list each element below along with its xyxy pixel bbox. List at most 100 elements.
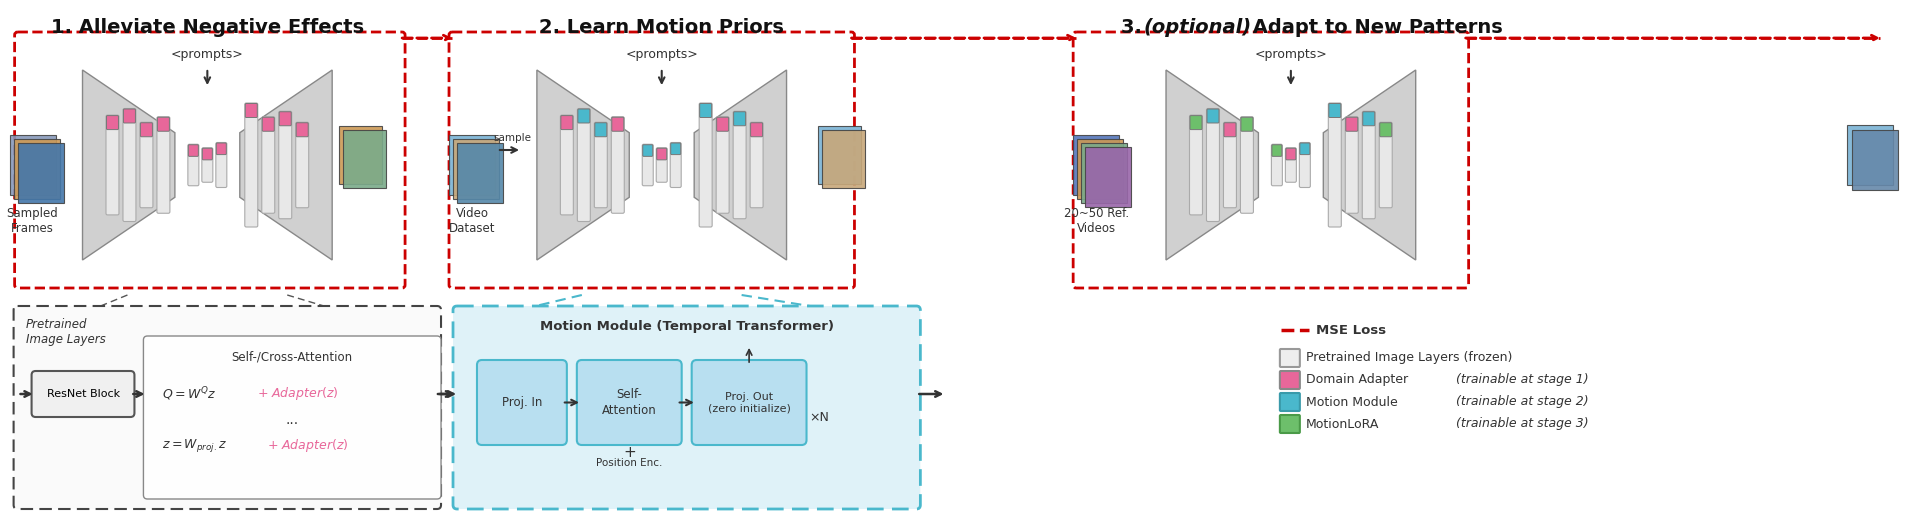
FancyBboxPatch shape xyxy=(643,145,653,157)
FancyBboxPatch shape xyxy=(244,103,257,227)
Text: Self-/Cross-Attention: Self-/Cross-Attention xyxy=(232,350,353,363)
FancyBboxPatch shape xyxy=(296,122,309,208)
FancyBboxPatch shape xyxy=(595,122,607,208)
Text: MSE Loss: MSE Loss xyxy=(1315,324,1386,337)
FancyBboxPatch shape xyxy=(611,117,624,213)
FancyBboxPatch shape xyxy=(1281,349,1300,367)
FancyBboxPatch shape xyxy=(1329,103,1342,227)
FancyBboxPatch shape xyxy=(338,126,382,184)
FancyBboxPatch shape xyxy=(1081,143,1127,203)
FancyBboxPatch shape xyxy=(1281,415,1300,433)
FancyBboxPatch shape xyxy=(453,306,920,509)
Text: sample: sample xyxy=(493,133,532,143)
Text: Self-
Attention: Self- Attention xyxy=(601,388,657,416)
Text: MotionLoRA: MotionLoRA xyxy=(1306,417,1379,431)
Text: <prompts>: <prompts> xyxy=(1254,48,1327,61)
FancyBboxPatch shape xyxy=(1223,122,1236,208)
FancyBboxPatch shape xyxy=(657,148,666,160)
FancyBboxPatch shape xyxy=(699,103,712,227)
FancyBboxPatch shape xyxy=(1300,142,1309,188)
FancyBboxPatch shape xyxy=(1240,117,1254,131)
Text: Video
Dataset: Video Dataset xyxy=(449,207,495,235)
Polygon shape xyxy=(538,70,630,260)
FancyBboxPatch shape xyxy=(751,123,762,136)
FancyBboxPatch shape xyxy=(188,144,200,186)
FancyBboxPatch shape xyxy=(733,111,747,219)
FancyBboxPatch shape xyxy=(643,144,653,186)
Text: <prompts>: <prompts> xyxy=(171,48,244,61)
FancyBboxPatch shape xyxy=(716,117,730,213)
Text: Sampled
Frames: Sampled Frames xyxy=(6,207,58,235)
Polygon shape xyxy=(695,70,787,260)
FancyBboxPatch shape xyxy=(296,123,309,136)
Polygon shape xyxy=(83,70,175,260)
FancyBboxPatch shape xyxy=(1190,115,1202,130)
FancyBboxPatch shape xyxy=(157,117,169,131)
Text: Pretrained
Image Layers: Pretrained Image Layers xyxy=(25,318,106,346)
FancyBboxPatch shape xyxy=(670,143,682,154)
Text: 3.: 3. xyxy=(1121,18,1148,37)
FancyBboxPatch shape xyxy=(263,117,275,131)
FancyBboxPatch shape xyxy=(733,112,745,126)
Text: Motion Module: Motion Module xyxy=(1306,395,1398,408)
FancyBboxPatch shape xyxy=(1380,123,1392,136)
FancyBboxPatch shape xyxy=(1223,123,1236,136)
FancyBboxPatch shape xyxy=(699,103,712,118)
FancyBboxPatch shape xyxy=(1363,112,1375,126)
Text: ×N: ×N xyxy=(810,411,829,424)
FancyBboxPatch shape xyxy=(1077,139,1123,199)
FancyBboxPatch shape xyxy=(106,115,119,215)
FancyBboxPatch shape xyxy=(246,103,257,118)
FancyBboxPatch shape xyxy=(595,123,607,136)
FancyBboxPatch shape xyxy=(202,148,213,182)
FancyBboxPatch shape xyxy=(1379,122,1392,208)
FancyBboxPatch shape xyxy=(476,360,566,445)
Text: (trainable at stage 1): (trainable at stage 1) xyxy=(1455,374,1588,386)
FancyBboxPatch shape xyxy=(576,360,682,445)
Text: (optional): (optional) xyxy=(1142,18,1252,37)
FancyBboxPatch shape xyxy=(10,135,56,195)
Polygon shape xyxy=(1165,70,1258,260)
FancyBboxPatch shape xyxy=(13,139,60,199)
FancyBboxPatch shape xyxy=(1281,393,1300,411)
Polygon shape xyxy=(1323,70,1415,260)
Text: $Q = W^Q z$: $Q = W^Q z$ xyxy=(163,385,217,403)
FancyBboxPatch shape xyxy=(561,115,574,215)
FancyBboxPatch shape xyxy=(188,145,198,157)
FancyBboxPatch shape xyxy=(106,115,119,130)
FancyBboxPatch shape xyxy=(1073,135,1119,195)
Polygon shape xyxy=(240,70,332,260)
FancyBboxPatch shape xyxy=(123,109,136,221)
FancyBboxPatch shape xyxy=(612,117,624,131)
FancyBboxPatch shape xyxy=(1286,148,1296,160)
Text: <prompts>: <prompts> xyxy=(626,48,699,61)
FancyBboxPatch shape xyxy=(1300,143,1309,154)
FancyBboxPatch shape xyxy=(1271,145,1283,157)
Text: Adapt to New Patterns: Adapt to New Patterns xyxy=(1246,18,1503,37)
Text: ...: ... xyxy=(286,413,300,427)
FancyBboxPatch shape xyxy=(716,117,728,131)
Text: $ + $ Adapter$(z)$: $ + $ Adapter$(z)$ xyxy=(257,385,338,402)
FancyBboxPatch shape xyxy=(1847,125,1893,185)
FancyBboxPatch shape xyxy=(215,142,227,188)
Text: Proj. Out
(zero initialize): Proj. Out (zero initialize) xyxy=(708,392,791,413)
FancyBboxPatch shape xyxy=(140,123,152,136)
FancyBboxPatch shape xyxy=(1346,117,1357,213)
FancyBboxPatch shape xyxy=(449,135,495,195)
FancyBboxPatch shape xyxy=(1284,148,1296,182)
FancyBboxPatch shape xyxy=(1271,144,1283,186)
FancyBboxPatch shape xyxy=(1346,117,1357,131)
FancyBboxPatch shape xyxy=(1208,109,1219,123)
FancyBboxPatch shape xyxy=(217,143,227,154)
FancyBboxPatch shape xyxy=(1240,117,1254,213)
Text: $z = W_{proj.} z$: $z = W_{proj.} z$ xyxy=(163,437,227,454)
Text: (trainable at stage 3): (trainable at stage 3) xyxy=(1455,417,1588,431)
Text: ResNet Block: ResNet Block xyxy=(46,389,121,399)
FancyBboxPatch shape xyxy=(1281,371,1300,389)
FancyBboxPatch shape xyxy=(578,109,589,123)
Text: Motion Module (Temporal Transformer): Motion Module (Temporal Transformer) xyxy=(540,320,833,333)
FancyBboxPatch shape xyxy=(818,126,860,184)
FancyBboxPatch shape xyxy=(1329,103,1340,118)
FancyBboxPatch shape xyxy=(342,130,386,188)
Text: Position Enc.: Position Enc. xyxy=(595,458,662,468)
